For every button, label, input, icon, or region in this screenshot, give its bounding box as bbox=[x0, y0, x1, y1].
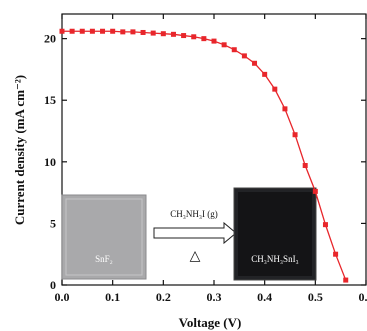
data-point bbox=[312, 188, 318, 194]
data-point bbox=[191, 34, 197, 40]
data-point bbox=[89, 28, 95, 34]
data-point bbox=[302, 163, 308, 169]
data-point bbox=[201, 36, 207, 42]
y-tick-label: 5 bbox=[50, 216, 56, 230]
x-axis-ticks: 0.0 0.1 0.2 0.3 0.4 0.5 0.6 bbox=[55, 14, 367, 304]
data-point bbox=[343, 277, 349, 283]
data-point bbox=[292, 132, 298, 138]
jv-curve-markers bbox=[59, 28, 349, 283]
reaction-gas-label: CH₃NH₃I (g) bbox=[170, 209, 218, 219]
x-tick-label: 0.2 bbox=[156, 290, 171, 304]
x-axis-title: Voltage (V) bbox=[179, 315, 242, 330]
heat-symbol: △ bbox=[190, 248, 201, 264]
data-point bbox=[272, 86, 278, 92]
data-point bbox=[333, 251, 339, 257]
data-point bbox=[170, 31, 176, 37]
data-point bbox=[100, 28, 106, 34]
reaction-arrow bbox=[153, 221, 237, 245]
data-point bbox=[282, 106, 288, 112]
inset-photo-group: SnF₂ CH₃NH₃I (g) △ CH₃NH₃SnI₃ bbox=[61, 187, 317, 281]
perovskite-film-inner bbox=[238, 192, 312, 276]
y-tick-label: 10 bbox=[44, 155, 56, 169]
data-point bbox=[322, 222, 328, 228]
perovskite-label: CH₃NH₃SnI₃ bbox=[251, 254, 298, 264]
data-point bbox=[150, 30, 156, 36]
data-point bbox=[120, 29, 126, 35]
data-point bbox=[262, 71, 268, 77]
data-point bbox=[231, 47, 237, 53]
snf2-film-photo bbox=[61, 194, 147, 280]
data-point bbox=[211, 38, 217, 44]
y-axis-ticks: 0 5 10 15 20 bbox=[44, 32, 366, 292]
data-point bbox=[69, 28, 75, 34]
x-tick-label: 0.5 bbox=[308, 290, 323, 304]
x-tick-label: 0.4 bbox=[257, 290, 272, 304]
x-tick-label: 0.0 bbox=[55, 290, 70, 304]
snf2-label: SnF₂ bbox=[95, 254, 113, 264]
data-point bbox=[252, 60, 258, 66]
snf2-film-border bbox=[65, 198, 143, 276]
y-tick-label: 15 bbox=[44, 93, 56, 107]
data-point bbox=[130, 29, 136, 35]
y-axis-title: Current density (mA cm⁻²) bbox=[12, 75, 27, 225]
data-point bbox=[241, 53, 247, 59]
y-tick-label: 0 bbox=[50, 278, 56, 292]
data-point bbox=[59, 28, 65, 34]
data-point bbox=[79, 28, 85, 34]
x-tick-label: 0.3 bbox=[207, 290, 222, 304]
data-point bbox=[110, 28, 116, 34]
data-point bbox=[140, 29, 146, 35]
x-tick-label: 0.1 bbox=[105, 290, 120, 304]
data-point bbox=[181, 33, 187, 39]
y-tick-label: 20 bbox=[44, 32, 56, 46]
data-point bbox=[221, 42, 227, 48]
x-tick-label: 0.6 bbox=[359, 290, 367, 304]
data-point bbox=[160, 31, 166, 37]
